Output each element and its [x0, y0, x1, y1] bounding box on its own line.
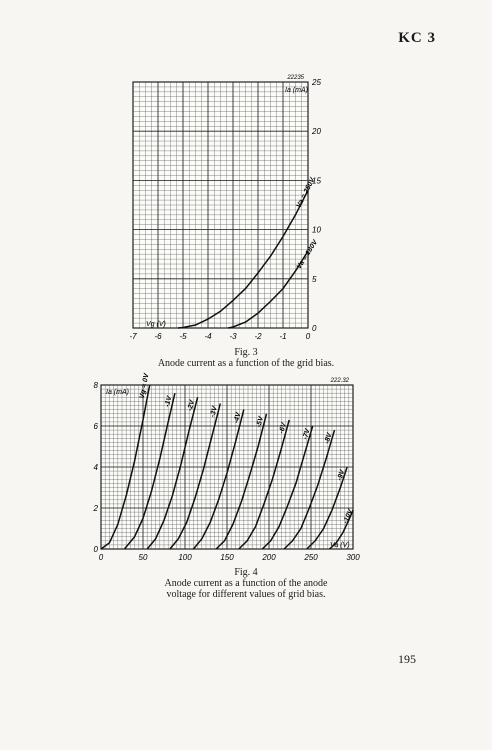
series-line: [215, 413, 268, 550]
y-axis-label: Ia (mA): [285, 87, 308, 94]
page-number: 195: [398, 652, 416, 666]
series-line: [238, 419, 290, 550]
page-header-code: KC 3: [398, 30, 436, 46]
x-tick-label: -6: [154, 332, 162, 341]
series-label: -7V: [302, 427, 312, 441]
series-label: Vg = 0V: [139, 372, 151, 400]
y-tick-label: 20: [311, 127, 321, 136]
y-axis-label: Ia (mA): [106, 389, 129, 396]
x-axis-label: Va (V): [330, 542, 350, 549]
y-tick-label: 15: [312, 176, 321, 185]
series-label: -5V: [256, 415, 266, 429]
x-tick-label: -3: [229, 332, 237, 341]
chart-stamp: 22235: [286, 75, 304, 81]
x-tick-label: -1: [279, 332, 286, 341]
y-tick-label: 4: [94, 463, 99, 472]
y-tick-label: 0: [312, 324, 317, 333]
y-tick-label: 2: [93, 504, 99, 513]
chart-0: -7 -6 -5 -4 -3 -2 -1 00 5 10 15 20 25 Vg (V) Ia (mA) 22…: [129, 75, 321, 341]
y-tick-label: 25: [311, 78, 321, 87]
series-label: -3V: [209, 404, 219, 418]
chart-1: 0 50 100 150 200 250 300 0 2 4 6 8 Va (V) Ia (mA) 222.…: [93, 372, 361, 562]
y-tick-label: 6: [94, 422, 99, 431]
series-line: [177, 189, 309, 329]
series-line: [123, 393, 176, 550]
x-tick-label: -5: [179, 332, 187, 341]
series-line: [146, 397, 199, 550]
x-tick-label: -4: [204, 332, 212, 341]
series-line: [227, 250, 309, 329]
series-line: [306, 466, 348, 550]
series-label: -9V: [336, 468, 346, 482]
fig3-label: Fig. 3: [234, 347, 258, 358]
series-line: [283, 429, 336, 550]
x-tick-label: 0: [306, 332, 311, 341]
y-tick-label: 5: [312, 275, 317, 284]
x-axis-label: Vg (V): [146, 321, 166, 328]
series-label: -6V: [278, 421, 288, 435]
y-tick-label: 8: [94, 381, 99, 390]
x-tick-label: 200: [261, 553, 276, 562]
y-tick-label: 10: [312, 226, 321, 235]
fig3-caption: Anode current as a function of the grid …: [157, 358, 335, 369]
x-tick-label: 300: [346, 553, 360, 562]
series-label: -4V: [233, 411, 243, 425]
x-tick-label: 0: [99, 553, 104, 562]
series-label: -8V: [324, 431, 334, 445]
x-tick-label: 100: [178, 553, 192, 562]
series-line: [328, 509, 354, 550]
series-line: [100, 384, 151, 550]
chart-stamp: 222.32: [330, 378, 350, 384]
fig4-caption: Anode current as a function of the anode…: [164, 578, 328, 600]
x-tick-label: 50: [139, 553, 148, 562]
x-tick-label: -7: [129, 332, 137, 341]
series-line: [169, 403, 222, 550]
series-line: [261, 425, 314, 550]
fig4-label: Fig. 4: [234, 567, 258, 578]
y-tick-label: 0: [94, 545, 99, 554]
series-label: -1V: [164, 394, 174, 407]
x-tick-label: -2: [254, 332, 262, 341]
series-line: [192, 409, 245, 550]
x-tick-label: 250: [303, 553, 318, 562]
x-tick-label: 150: [220, 553, 234, 562]
series-label: -2V: [187, 398, 197, 412]
